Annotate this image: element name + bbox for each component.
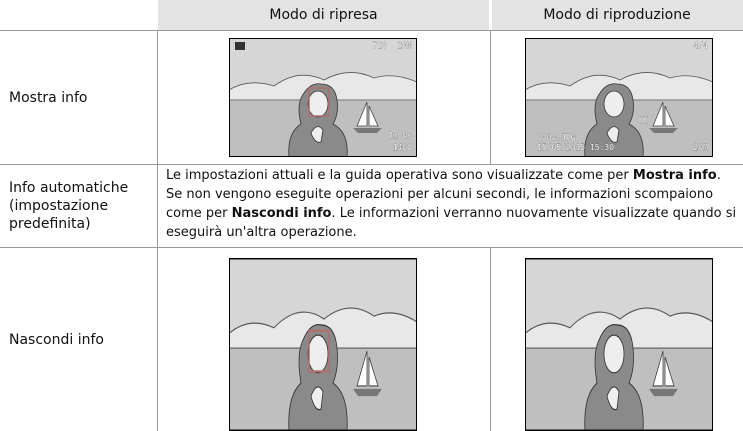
header-cell: Modo di ripresa [158, 0, 489, 30]
overlay-text: 8m 0s [388, 131, 412, 140]
description: Le impostazioni attuali e la guida opera… [166, 166, 738, 242]
row-label: Mostra info [9, 89, 88, 106]
row-line [0, 164, 743, 165]
text: . Le informazioni verranno nuovamente vi… [166, 206, 737, 240]
overlay-text: 15/05/2015 15:30 [537, 143, 614, 152]
column-line [490, 247, 491, 431]
row-line [0, 30, 743, 31]
overlay-text: 4/4 [694, 41, 709, 50]
overlay-text: 1400 [393, 143, 412, 152]
row-line [0, 247, 743, 248]
overlay-text: 20M [694, 143, 709, 152]
column-line [490, 30, 491, 164]
overlay-text: OK [638, 116, 648, 125]
camera-screen [229, 258, 417, 431]
row-label: Nascondi info [9, 331, 104, 348]
text: . Se non vengono eseguite operazioni per… [166, 168, 721, 221]
overlay-text: 0004.JPG [537, 133, 576, 142]
overlay-text: 20M [398, 41, 413, 50]
bold-text: Nascondi info [231, 206, 332, 221]
bold-text: Mostra info [632, 168, 717, 183]
camera-screen [525, 258, 713, 431]
row-label: Info automatiche (impostazione predefini… [9, 180, 129, 232]
column-line [157, 30, 158, 431]
header-separator [490, 0, 492, 30]
camera-screen: 720 20M 8m 0s 1400 [229, 38, 417, 157]
header-cell: Modo di riproduzione [491, 0, 743, 30]
overlay-text: 720 [373, 41, 388, 50]
text: Le impostazioni attuali e la guida opera… [166, 168, 633, 183]
